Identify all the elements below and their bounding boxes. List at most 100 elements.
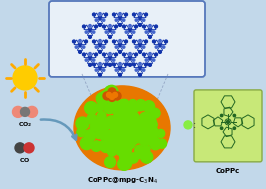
Circle shape (89, 64, 92, 66)
Circle shape (118, 114, 127, 123)
Circle shape (134, 132, 144, 143)
Circle shape (124, 105, 136, 117)
Circle shape (82, 53, 85, 56)
Circle shape (132, 59, 135, 61)
Circle shape (95, 46, 98, 48)
Circle shape (144, 117, 156, 129)
Circle shape (113, 63, 115, 66)
Circle shape (125, 13, 127, 16)
Circle shape (145, 63, 147, 66)
Circle shape (115, 46, 118, 48)
Circle shape (144, 115, 156, 126)
Circle shape (93, 31, 95, 33)
Circle shape (115, 144, 127, 156)
Circle shape (84, 130, 96, 141)
Circle shape (159, 40, 161, 42)
Circle shape (111, 138, 122, 148)
Circle shape (142, 132, 155, 145)
Circle shape (105, 63, 107, 66)
Circle shape (140, 151, 153, 163)
Circle shape (76, 117, 89, 130)
Circle shape (157, 129, 165, 138)
Circle shape (119, 50, 121, 53)
Circle shape (119, 40, 121, 42)
Circle shape (117, 125, 126, 134)
Circle shape (120, 144, 131, 155)
Circle shape (109, 119, 120, 131)
Circle shape (73, 40, 75, 43)
Circle shape (103, 118, 114, 129)
Text: CoPPc: CoPPc (216, 168, 240, 174)
Circle shape (119, 114, 129, 124)
Circle shape (149, 25, 151, 27)
Circle shape (145, 13, 147, 16)
Circle shape (150, 108, 160, 118)
Circle shape (101, 92, 111, 102)
Circle shape (135, 53, 138, 56)
Circle shape (97, 112, 106, 120)
Circle shape (139, 67, 141, 69)
Circle shape (135, 100, 146, 111)
Circle shape (95, 69, 98, 71)
Circle shape (128, 136, 137, 145)
Circle shape (132, 31, 135, 33)
Circle shape (118, 158, 130, 170)
Circle shape (115, 121, 127, 133)
Circle shape (137, 122, 150, 135)
Circle shape (128, 36, 131, 38)
Circle shape (139, 136, 149, 146)
Circle shape (117, 121, 129, 133)
Circle shape (127, 131, 136, 140)
Circle shape (89, 29, 91, 31)
Circle shape (122, 46, 125, 48)
Circle shape (132, 40, 135, 43)
Circle shape (78, 50, 81, 53)
Circle shape (135, 46, 138, 48)
Circle shape (89, 57, 91, 59)
Circle shape (119, 63, 121, 65)
Circle shape (155, 25, 157, 28)
Circle shape (118, 134, 129, 145)
Circle shape (104, 103, 115, 114)
Circle shape (13, 66, 37, 90)
Circle shape (13, 106, 23, 117)
Circle shape (139, 17, 141, 19)
Circle shape (139, 40, 141, 42)
Circle shape (115, 111, 124, 121)
Circle shape (96, 104, 104, 112)
Circle shape (97, 142, 105, 150)
Circle shape (108, 118, 120, 130)
Circle shape (85, 31, 88, 33)
Circle shape (117, 116, 126, 125)
Circle shape (149, 53, 151, 55)
Circle shape (115, 124, 124, 134)
Circle shape (24, 143, 34, 153)
Circle shape (159, 44, 161, 46)
Circle shape (129, 100, 137, 108)
Circle shape (165, 40, 168, 43)
Circle shape (128, 153, 138, 163)
Circle shape (129, 57, 131, 59)
Circle shape (146, 130, 158, 142)
Circle shape (118, 134, 129, 145)
Circle shape (85, 102, 98, 115)
Circle shape (106, 116, 117, 127)
Circle shape (116, 100, 128, 112)
Circle shape (142, 19, 145, 21)
Circle shape (157, 139, 167, 148)
Circle shape (149, 64, 151, 66)
Circle shape (89, 36, 92, 38)
Circle shape (119, 67, 121, 69)
Circle shape (129, 25, 131, 27)
Circle shape (114, 125, 124, 136)
FancyBboxPatch shape (49, 1, 205, 77)
Circle shape (221, 127, 223, 129)
Circle shape (111, 123, 122, 134)
Circle shape (97, 117, 105, 125)
Circle shape (93, 40, 95, 43)
Circle shape (159, 50, 161, 53)
Circle shape (122, 110, 134, 122)
Circle shape (133, 132, 143, 142)
Circle shape (110, 133, 120, 143)
Circle shape (149, 138, 161, 150)
